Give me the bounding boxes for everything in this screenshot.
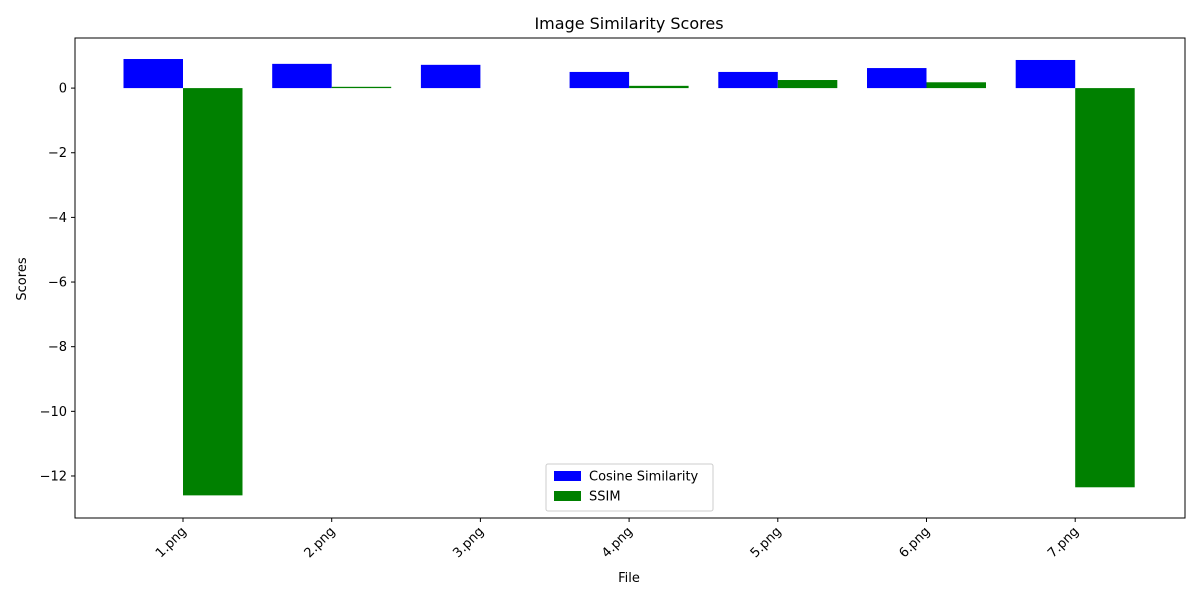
y-tick-label: −2 bbox=[48, 146, 67, 161]
bar-cosine-5 bbox=[718, 71, 778, 89]
legend-box bbox=[545, 463, 714, 512]
bar-ssim-5 bbox=[777, 80, 838, 89]
bar-ssim-7 bbox=[1075, 88, 1135, 488]
y-axis: 0 −2 −4 −6 −8 −10 −12 bbox=[40, 82, 75, 484]
x-axis-label: File bbox=[618, 571, 640, 586]
bar-cosine-4 bbox=[569, 71, 630, 89]
y-tick-label: 0 bbox=[59, 82, 67, 97]
x-tick-label: 3.png bbox=[450, 524, 487, 561]
bar-cosine-3 bbox=[420, 64, 481, 89]
y-axis-label: Scores bbox=[15, 257, 30, 300]
legend-label: Cosine Similarity bbox=[589, 470, 699, 485]
x-tick-label: 4.png bbox=[599, 524, 636, 561]
y-tick-label: −8 bbox=[48, 340, 67, 355]
legend-swatch bbox=[554, 471, 581, 481]
bars-group bbox=[123, 59, 1135, 496]
x-tick-label: 1.png bbox=[153, 524, 190, 561]
y-tick-label: −10 bbox=[40, 405, 67, 420]
bar-ssim-4 bbox=[629, 85, 689, 89]
plot-frame bbox=[74, 37, 1186, 519]
bar-ssim-6 bbox=[926, 82, 986, 89]
bar-ssim-2 bbox=[331, 86, 392, 89]
x-axis: 1.png 2.png 3.png 4.png 5.png 6.png 7.png bbox=[153, 518, 1082, 561]
y-tick-label: −4 bbox=[48, 211, 67, 226]
legend-swatch bbox=[554, 491, 581, 501]
legend-label: SSIM bbox=[589, 490, 621, 505]
legend: Cosine Similarity SSIM bbox=[545, 463, 714, 512]
y-tick-label: −12 bbox=[40, 469, 67, 484]
y-tick-label: −6 bbox=[48, 276, 67, 291]
chart-title: Image Similarity Scores bbox=[534, 14, 723, 33]
bar-cosine-2 bbox=[272, 63, 332, 89]
x-tick-label: 6.png bbox=[896, 524, 933, 561]
bar-cosine-7 bbox=[1015, 59, 1076, 89]
x-tick-label: 5.png bbox=[748, 524, 785, 561]
bar-cosine-6 bbox=[867, 68, 927, 89]
bar-cosine-1 bbox=[123, 59, 183, 89]
x-tick-label: 2.png bbox=[302, 524, 339, 561]
bar-ssim-1 bbox=[183, 88, 243, 496]
x-tick-label: 7.png bbox=[1045, 524, 1082, 561]
